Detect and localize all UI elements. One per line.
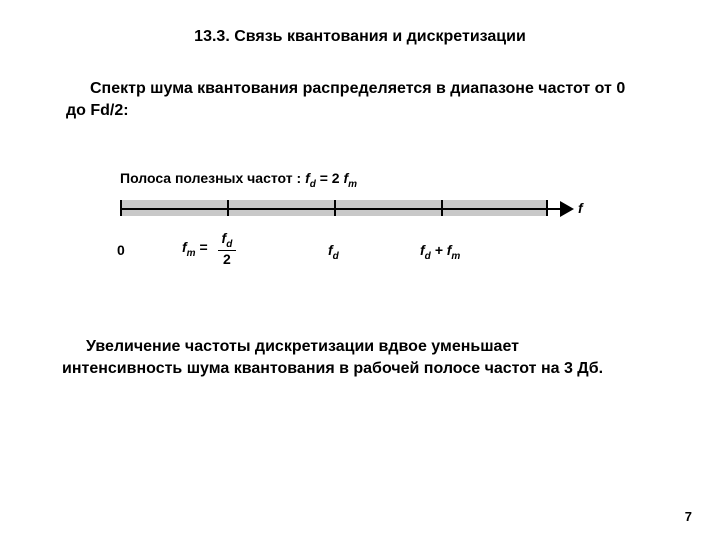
fm-fraction: fd 2 <box>218 230 237 267</box>
axis-arrowhead-icon <box>560 201 574 217</box>
fm-frac-num: fd <box>218 230 237 251</box>
axis-tick <box>120 200 122 216</box>
axis-label-fd-plus-fm: fd + fm <box>420 242 460 262</box>
fm-sub: m <box>187 248 196 259</box>
page: 13.3. Связь квантования и дискретизации … <box>0 0 720 540</box>
page-number: 7 <box>685 509 692 524</box>
axis-line <box>120 208 560 210</box>
axis-tick <box>334 200 336 216</box>
axis-label-fm: fm = fd 2 <box>182 230 272 267</box>
axis-tick <box>441 200 443 216</box>
fm-frac-num-sub: d <box>226 239 232 250</box>
fd-sub: d <box>333 251 339 262</box>
axis-label-fd: fd <box>328 242 339 262</box>
caption-prefix: Полоса полезных частот : <box>120 170 305 186</box>
frequency-axis-diagram: Полоса полезных частот : fd = 2 fm 0 fm … <box>120 170 600 310</box>
paragraph-1: Спектр шума квантования распределяется в… <box>66 78 640 121</box>
fm-frac-den: 2 <box>218 251 237 267</box>
paragraph-2: Увеличение частоты дискретизации вдвое у… <box>62 336 640 379</box>
axis-label-f: f <box>578 200 583 216</box>
band-caption: Полоса полезных частот : fd = 2 fm <box>120 170 357 190</box>
fdfm-b-sub: m <box>451 251 460 262</box>
section-title: 13.3. Связь квантования и дискретизации <box>0 28 720 46</box>
axis-tick <box>546 200 548 216</box>
caption-eq: = 2 <box>316 170 344 186</box>
fm-eq: = <box>196 239 208 255</box>
caption-rhs-sub: m <box>348 179 357 190</box>
axis-label-zero: 0 <box>117 242 125 258</box>
axis-tick <box>227 200 229 216</box>
fdfm-plus: + <box>431 242 447 258</box>
